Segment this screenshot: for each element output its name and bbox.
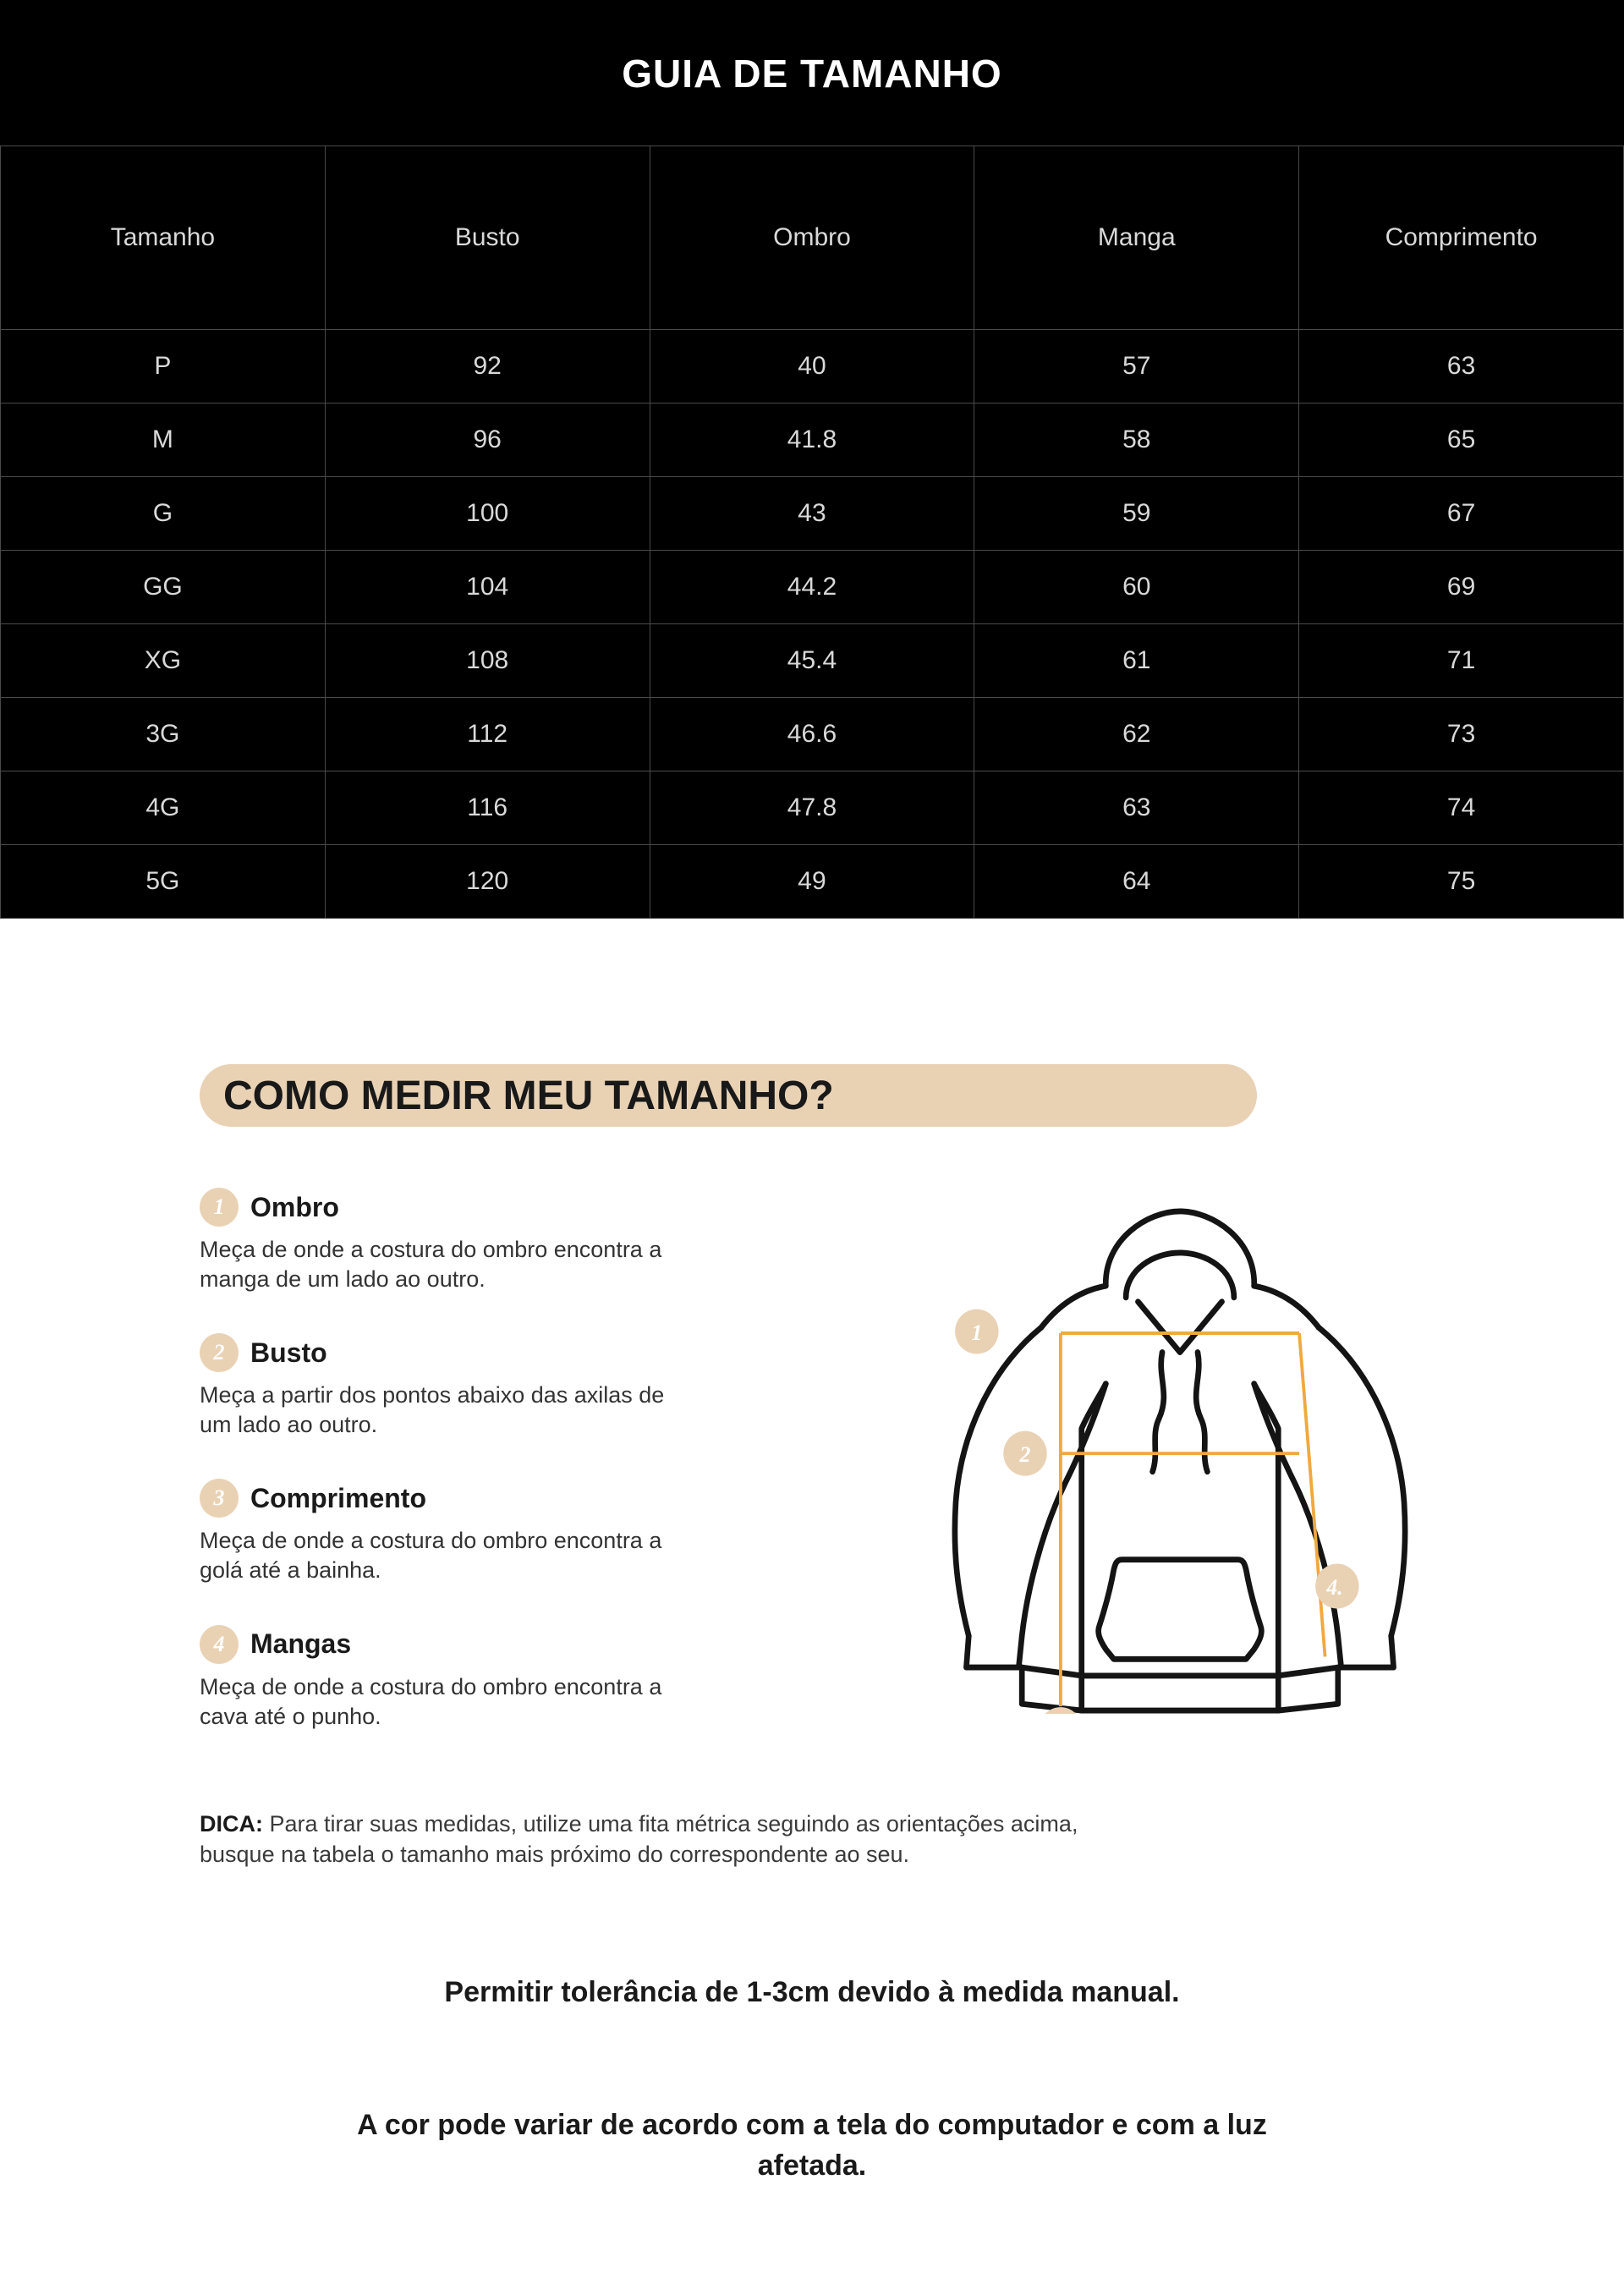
- svg-text:4.: 4.: [1325, 1575, 1342, 1600]
- svg-text:1: 1: [971, 1320, 982, 1345]
- svg-text:2: 2: [1019, 1442, 1031, 1467]
